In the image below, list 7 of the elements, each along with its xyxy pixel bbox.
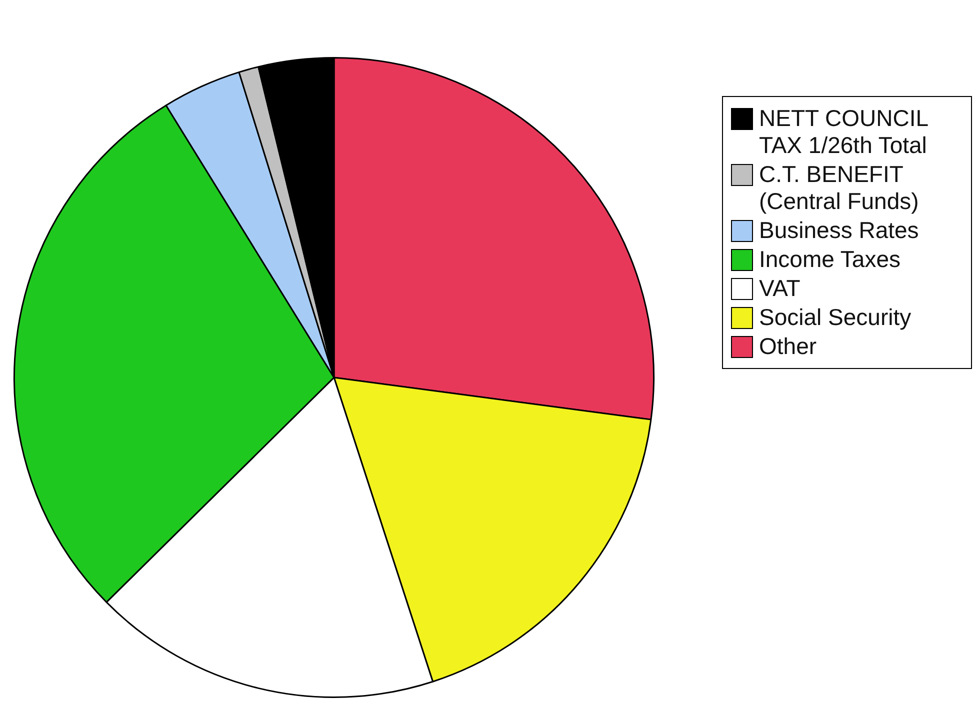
legend-label: Other [759,333,817,360]
legend-label: NETT COUNCIL TAX 1/26th Total [759,105,929,159]
legend-label: Income Taxes [759,246,900,273]
legend-label: Business Rates [759,217,919,244]
legend-label: Social Security [759,304,912,331]
legend-label: C.T. BENEFIT (Central Funds) [759,161,920,215]
legend-label: VAT [759,275,800,302]
